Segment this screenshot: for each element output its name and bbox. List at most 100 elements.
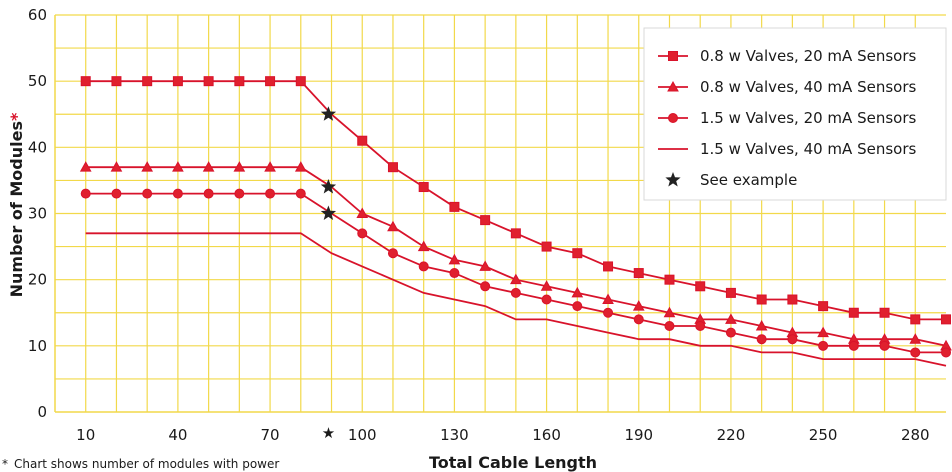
y-tick-label: 10 [28, 337, 47, 355]
series-2-point [632, 300, 645, 311]
series-3-point [449, 268, 460, 279]
x-tick-label: 130 [440, 426, 469, 444]
series-1-point [480, 215, 491, 226]
series-3-point [725, 327, 736, 338]
series-2-point [755, 319, 768, 331]
series-2-point [141, 161, 154, 172]
series-2-point [356, 207, 369, 218]
series-1-point [387, 162, 398, 173]
x-tick-label: 220 [717, 426, 746, 444]
series-3-point [480, 281, 491, 292]
series-1-point [265, 76, 276, 87]
series-2-point [571, 286, 584, 298]
series-2-point [79, 161, 92, 172]
series-3-point [910, 347, 921, 358]
series-1-point [418, 182, 429, 193]
series-lines [85, 80, 947, 367]
series-1-point [787, 294, 798, 305]
series-1-point [510, 228, 521, 239]
series-3-point [603, 307, 614, 318]
series-1-point [664, 274, 675, 285]
series-2-point [909, 333, 922, 344]
series-3-point [203, 188, 214, 199]
y-axis-title-group: Number of Modules* [7, 112, 26, 297]
series-1-point [725, 287, 736, 298]
series-1-point [357, 135, 368, 146]
y-tick-label: 60 [28, 6, 47, 24]
series-2-point [663, 306, 676, 318]
series-3-point [111, 188, 122, 199]
series-1-point [572, 248, 583, 259]
series-3-point [172, 188, 183, 199]
legend-label: 0.8 w Valves, 40 mA Sensors [700, 78, 916, 96]
series-2-point [448, 253, 461, 265]
series-2-point [540, 280, 553, 291]
y-tick-label: 50 [28, 72, 47, 90]
series-3-point [357, 228, 368, 239]
y-axis-asterisk: * [7, 112, 26, 121]
series-3-point [234, 188, 245, 199]
series-2-point [417, 240, 430, 252]
series-1-point [695, 281, 706, 292]
series-3-point [418, 261, 429, 272]
series-2-point [725, 313, 737, 324]
footnote-asterisk: * [2, 457, 8, 471]
y-axis-title: Number of Modules [7, 121, 26, 297]
x-tick-label: 100 [348, 426, 377, 444]
x-tick-label: 40 [168, 426, 187, 444]
series-1-point [848, 307, 859, 318]
series-3-point [265, 188, 276, 199]
example-star-icon [320, 205, 337, 220]
series-3-point [695, 320, 706, 331]
y-tick-label: 0 [37, 403, 47, 421]
series-2-point [202, 161, 215, 172]
series-2-point [172, 161, 184, 172]
series-1-point [111, 76, 122, 87]
y-tick-label: 20 [28, 271, 47, 289]
series-3-point [541, 294, 552, 305]
series-2-point [294, 161, 307, 172]
svg-text:Number of Modules*: Number of Modules* [7, 112, 26, 297]
x-tick-label: 10 [76, 426, 95, 444]
x-tick-star-icon: ★ [322, 424, 335, 442]
series-3-point [387, 248, 398, 259]
legend-label: 1.5 w Valves, 20 mA Sensors [700, 109, 916, 127]
series-2-point [387, 220, 399, 232]
legend: 0.8 w Valves, 20 mA Sensors 0.8 w Valves,… [643, 27, 947, 201]
series-1-point [172, 76, 183, 87]
series-3-point [142, 188, 153, 199]
legend-box [643, 27, 947, 201]
series-1-point [879, 307, 890, 318]
series-3-point [879, 340, 890, 351]
series-1-point [142, 76, 153, 87]
series-1-point [449, 201, 460, 212]
series-1-point [603, 261, 614, 272]
x-tick-label: 280 [901, 426, 930, 444]
series-3-point [572, 301, 583, 312]
series-1-point [818, 301, 829, 312]
series-2-point [479, 260, 491, 271]
series-3-point [295, 188, 306, 199]
series-3-point [848, 340, 859, 351]
legend-label: 0.8 w Valves, 20 mA Sensors [700, 47, 916, 65]
x-tick-label: 70 [261, 426, 280, 444]
x-axis-title: Total Cable Length [429, 453, 597, 472]
series-3-point [756, 334, 767, 345]
series-2-point [817, 326, 829, 338]
series-1-point [203, 76, 214, 87]
series-3-point [80, 188, 91, 199]
example-stars [320, 106, 337, 220]
legend-marker-circle [668, 113, 678, 123]
series-2-point [110, 161, 123, 172]
series-markers [79, 76, 952, 358]
series-1-point [234, 76, 245, 87]
example-star-icon [320, 179, 337, 194]
series-3-point [664, 320, 675, 331]
series-1-point [80, 76, 91, 87]
x-tick-label: 160 [532, 426, 561, 444]
x-tick-label: 190 [624, 426, 653, 444]
series-2-point [602, 293, 614, 305]
y-tick-label: 40 [28, 138, 47, 156]
series-1-point [633, 268, 644, 279]
